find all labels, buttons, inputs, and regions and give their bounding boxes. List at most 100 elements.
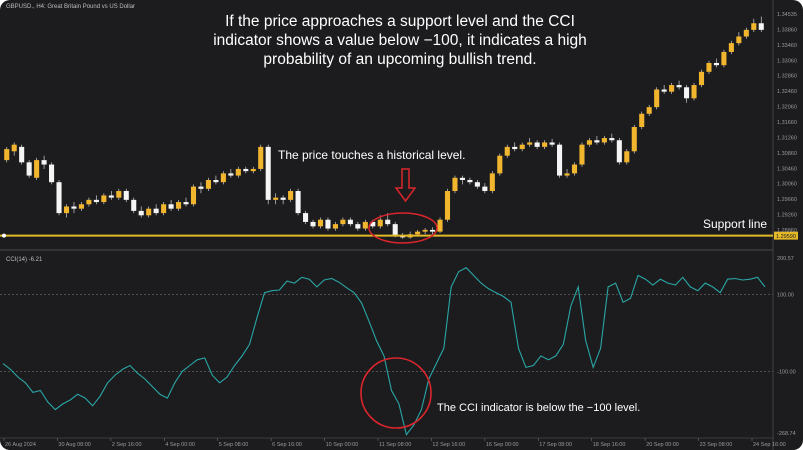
time-tick-label: 20 Sep 00:00 — [646, 442, 679, 448]
bullish-candle — [340, 219, 346, 225]
bullish-candle — [579, 144, 585, 165]
bearish-candle — [303, 213, 309, 222]
bullish-candle — [504, 146, 510, 156]
bullish-candle — [63, 206, 70, 214]
support-price-label: 1.29590 — [776, 234, 796, 240]
support-line-anchor — [2, 233, 6, 238]
bullish-candle — [437, 219, 443, 232]
time-tick-label: 23 Sep 08:00 — [700, 442, 733, 448]
time-tick-label: 26 Aug 2024 — [5, 442, 36, 448]
bullish-candle — [101, 195, 107, 203]
cci-indicator-label: CCI(14) -6.21 — [6, 257, 43, 263]
bullish-candle — [250, 168, 256, 172]
cci-line — [2, 267, 766, 436]
price-tick-label: 1.33460 — [777, 43, 797, 49]
cci-tick-label: 200.57 — [777, 256, 794, 262]
bearish-candle — [310, 221, 316, 227]
bearish-candle — [459, 177, 465, 180]
bearish-candle — [153, 208, 159, 214]
bullish-candle — [258, 146, 264, 169]
time-tick-label: 30 Aug 08:00 — [58, 442, 90, 448]
bullish-candle — [564, 173, 570, 176]
bullish-candle — [698, 71, 705, 86]
bullish-candle — [4, 149, 10, 161]
bullish-candle — [542, 142, 548, 147]
price-tick-label: 1.30860 — [777, 151, 797, 157]
bullish-candle — [691, 85, 697, 99]
bearish-candle — [19, 146, 25, 163]
time-tick-label: 2 Sep 16:00 — [112, 442, 142, 448]
bullish-candle — [377, 219, 383, 227]
time-tick-label: 4 Sep 00:00 — [165, 442, 195, 448]
bearish-candle — [370, 221, 376, 227]
bearish-candle — [295, 191, 301, 214]
bullish-candle — [146, 208, 152, 216]
bearish-candle — [430, 229, 436, 232]
bearish-candle — [609, 138, 615, 141]
time-tick-label: 16 Sep 00:00 — [486, 442, 519, 448]
bearish-candle — [131, 199, 137, 211]
bullish-candle — [11, 144, 17, 152]
bearish-candle — [713, 62, 719, 66]
bullish-candle — [527, 142, 533, 145]
bullish-candle — [519, 144, 525, 150]
bullish-candle — [452, 177, 458, 192]
price-tick-label: 1.31260 — [777, 135, 797, 141]
bullish-candle — [332, 224, 338, 229]
bullish-candle — [273, 197, 279, 200]
bullish-candle — [161, 204, 167, 214]
bearish-candle — [385, 219, 391, 225]
symbol-label: GBPUSD., H4: Great Britain Pound vs US D… — [6, 4, 136, 10]
bullish-candle — [362, 221, 368, 229]
time-tick-label: 5 Sep 08:00 — [219, 442, 249, 448]
bullish-candle — [422, 229, 428, 232]
bullish-candle — [415, 231, 421, 235]
main-annotation: If the price approaches a support level … — [213, 13, 587, 68]
bearish-candle — [482, 186, 488, 192]
bearish-candle — [168, 204, 174, 209]
bullish-candle — [751, 23, 757, 30]
bearish-candle — [355, 224, 361, 229]
price-tick-label: 1.30060 — [777, 182, 797, 188]
price-tick-label: 1.32860 — [777, 74, 797, 80]
cci-tick-label: -268.74 — [777, 431, 796, 437]
bullish-candle — [624, 151, 630, 163]
touch-annotation: The price touches a historical level. — [278, 148, 466, 162]
bearish-candle — [71, 206, 77, 209]
bearish-candle — [183, 202, 189, 205]
bearish-candle — [228, 173, 234, 176]
bearish-candle — [557, 144, 563, 176]
bullish-candle — [78, 204, 84, 209]
cci-tick-label: -100.00 — [777, 369, 796, 375]
time-tick-label: 12 Sep 16:00 — [432, 442, 465, 448]
bearish-candle — [123, 191, 129, 200]
bullish-candle — [288, 191, 294, 200]
bullish-candle — [205, 179, 211, 189]
bearish-candle — [213, 179, 219, 183]
bearish-candle — [26, 162, 32, 176]
bearish-candle — [594, 140, 600, 143]
price-tick-label: 1.29660 — [777, 197, 797, 203]
bearish-candle — [138, 210, 144, 216]
bullish-candle — [497, 155, 503, 174]
bullish-candle — [220, 173, 226, 183]
bullish-candle — [586, 140, 592, 145]
bullish-candle — [317, 219, 324, 227]
bullish-candle — [489, 173, 495, 192]
bearish-candle — [661, 89, 667, 92]
bearish-candle — [616, 140, 622, 163]
price-tick-label: 1.33060 — [777, 58, 797, 64]
bearish-candle — [347, 219, 353, 225]
time-tick-label: 18 Sep 16:00 — [593, 442, 626, 448]
bearish-candle — [280, 197, 286, 200]
bullish-candle — [669, 85, 675, 92]
price-tick-label: 1.34535 — [777, 12, 797, 18]
price-tick-label: 1.30460 — [777, 166, 797, 172]
bearish-candle — [534, 142, 540, 147]
bearish-candle — [474, 182, 480, 187]
bearish-candle — [758, 23, 764, 30]
bullish-candle — [571, 164, 578, 174]
bullish-candle — [86, 199, 92, 205]
